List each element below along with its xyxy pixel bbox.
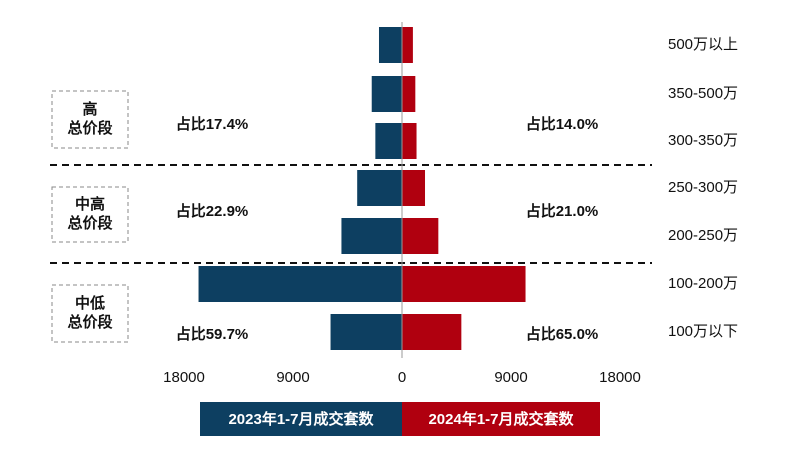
share-label: 占比65.0% [526, 325, 599, 343]
category-label: 250-300万 [668, 179, 738, 196]
bar [402, 314, 462, 350]
x-tick-label: 0 [398, 369, 406, 386]
bar [357, 170, 402, 206]
group-label: 中高 [75, 195, 105, 213]
group-box [51, 284, 129, 343]
share-label: 占比14.0% [526, 115, 599, 133]
category-label: 350-500万 [668, 85, 738, 102]
bar [402, 266, 526, 302]
category-label: 200-250万 [668, 227, 738, 244]
group-label: 总价段 [67, 119, 112, 137]
bar [402, 76, 416, 112]
bar [402, 27, 413, 63]
share-label: 占比22.9% [176, 202, 249, 220]
group-label: 高 [82, 100, 97, 118]
bar [330, 314, 402, 350]
category-label: 300-350万 [668, 132, 738, 149]
bar [402, 123, 417, 159]
group-box [51, 186, 129, 243]
category-label: 500万以上 [668, 36, 738, 53]
x-tick-label: 18000 [163, 369, 205, 386]
group-label: 总价段 [67, 214, 112, 232]
share-label: 占比21.0% [526, 202, 599, 220]
legend-label: 2023年1-7月成交套数 [228, 410, 374, 428]
bar [402, 170, 426, 206]
bar [378, 27, 402, 63]
legend-label: 2024年1-7月成交套数 [428, 410, 574, 428]
group-label: 中低 [75, 294, 105, 312]
category-label: 100万以下 [668, 323, 738, 340]
x-tick-label: 9000 [494, 369, 527, 386]
x-tick-label: 9000 [276, 369, 309, 386]
group-box [51, 90, 129, 149]
bar [198, 266, 402, 302]
bar [341, 218, 402, 254]
share-label: 占比17.4% [176, 115, 249, 133]
x-tick-label: 18000 [599, 369, 641, 386]
bar [375, 123, 402, 159]
share-label: 占比59.7% [176, 325, 249, 343]
bar [402, 218, 439, 254]
bar [371, 76, 402, 112]
group-label: 总价段 [67, 313, 112, 331]
legend-swatch [402, 402, 600, 436]
category-label: 100-200万 [668, 275, 738, 292]
legend-swatch [200, 402, 402, 436]
